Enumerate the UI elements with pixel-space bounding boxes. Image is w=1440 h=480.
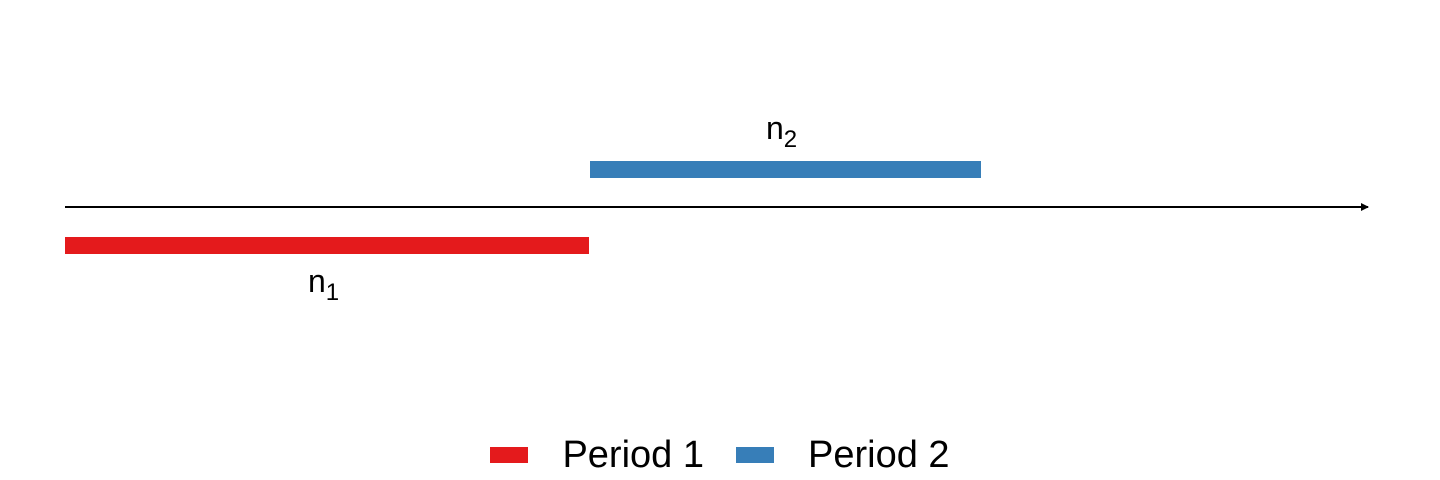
period-2-label: n2 [766, 110, 797, 153]
legend-swatch-period-2 [736, 447, 774, 463]
legend-item-period-1: Period 1 [490, 432, 704, 478]
legend-swatch-period-1 [490, 447, 529, 463]
legend: Period 1 Period 2 [0, 432, 1440, 478]
legend-label-period-1: Period 1 [562, 434, 704, 476]
period-1-label: n1 [308, 263, 339, 306]
period-1-bar [65, 237, 589, 254]
legend-label-period-2: Period 2 [808, 434, 950, 476]
legend-item-period-2: Period 2 [736, 432, 950, 478]
period-2-bar [590, 161, 981, 178]
